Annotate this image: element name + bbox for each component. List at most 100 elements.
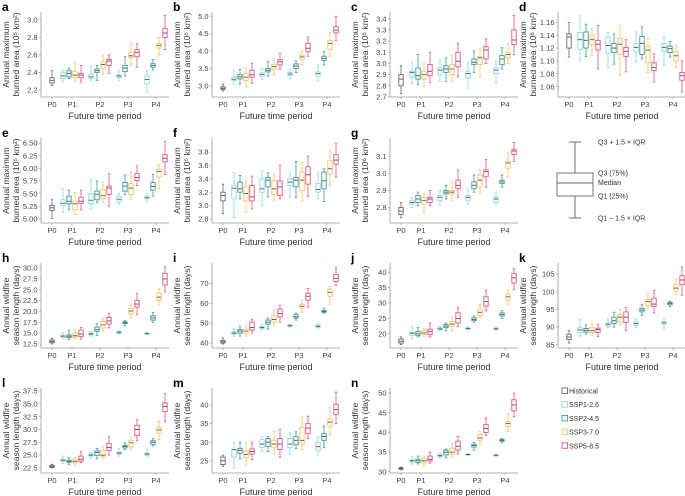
box-ssp245-P2 bbox=[265, 436, 271, 452]
iqr-box bbox=[333, 273, 339, 282]
legend-item-ssp585: SSP5-8.5 bbox=[561, 442, 599, 450]
y-axis-label: burned area (10⁵ km²) bbox=[182, 12, 192, 96]
iqr-box bbox=[134, 172, 140, 181]
box-ssp370-P2 bbox=[271, 58, 277, 76]
iqr-box bbox=[287, 438, 293, 449]
x-tick-label: P3 bbox=[294, 476, 303, 485]
x-axis-label: Future time period bbox=[417, 237, 490, 247]
y-tick-label: 4.5 bbox=[198, 29, 208, 38]
iqr-box bbox=[134, 424, 140, 437]
x-axis-label: Future time period bbox=[239, 237, 312, 247]
iqr-box bbox=[455, 312, 461, 324]
x-axis-label: Future time period bbox=[239, 487, 312, 496]
box-ssp585-P2 bbox=[623, 307, 629, 332]
y-tick-label: 37.5 bbox=[23, 387, 38, 396]
box-ssp585-P3 bbox=[483, 417, 489, 437]
y-tick-label: 35 bbox=[378, 448, 386, 457]
iqr-box bbox=[106, 185, 112, 196]
iqr-box bbox=[94, 450, 100, 457]
x-tick-label: P3 bbox=[472, 226, 481, 235]
iqr-box bbox=[122, 182, 128, 192]
box-ssp585-P2 bbox=[277, 428, 283, 458]
x-tick-label: P3 bbox=[123, 226, 132, 235]
box-ssp245-P1 bbox=[237, 441, 243, 460]
y-tick-label: 15.0 bbox=[23, 329, 38, 338]
panel-letter: g bbox=[351, 126, 358, 140]
y-tick-label: 30 bbox=[378, 467, 386, 476]
y-axis-label: burned area (10⁵ km²) bbox=[360, 12, 370, 96]
box-ssp585-P2 bbox=[106, 54, 112, 74]
key-label-lower: Q1 – 1.5 × IQR bbox=[598, 216, 645, 223]
x-tick-label: P0 bbox=[396, 351, 405, 360]
iqr-box bbox=[505, 160, 511, 169]
x-tick-label: P4 bbox=[668, 351, 677, 360]
y-tick-label: 3.0 bbox=[376, 169, 386, 178]
box-ssp585-P3 bbox=[134, 165, 140, 186]
y-tick-label: 5.0 bbox=[198, 12, 208, 21]
box-ssp585-P4 bbox=[679, 266, 685, 296]
box-ssp370-P4 bbox=[505, 289, 511, 305]
x-axis-label: Future time period bbox=[417, 487, 490, 496]
panel-f: f 2.8 3.0 3.2 3.4 3.6 3.8 P0 P1 P2 P3 P4 Future time… bbox=[172, 126, 340, 247]
box-ssp585-P2 bbox=[106, 173, 112, 207]
y-tick-label: 3.0 bbox=[198, 81, 208, 90]
x-tick-label: P0 bbox=[218, 100, 227, 109]
box-ssp245-P3 bbox=[293, 431, 299, 449]
y-axis-label: Annual wildfire bbox=[350, 277, 360, 333]
iqr-box bbox=[60, 199, 66, 206]
box-historical-P0 bbox=[398, 336, 404, 346]
box-ssp585-P3 bbox=[134, 292, 140, 316]
iqr-box bbox=[427, 455, 433, 462]
x-tick-label: P2 bbox=[444, 476, 453, 485]
iqr-box bbox=[305, 166, 311, 185]
box-ssp126-P2 bbox=[605, 32, 611, 69]
x-tick-label: P4 bbox=[151, 351, 160, 360]
panel-g: g 2.8 2.9 3.0 3.1 P0 P1 P2 P3 P4 Future time perio… bbox=[350, 126, 518, 247]
legend-label: SSP5-8.5 bbox=[569, 443, 599, 450]
box-ssp585-P2 bbox=[106, 313, 112, 329]
box-ssp126-P1 bbox=[231, 172, 237, 219]
box-historical-P0 bbox=[398, 466, 404, 471]
panel-k: k 85 90 95 100 105 P0 P1 P2 P3 P4 Future time perio… bbox=[518, 251, 685, 372]
box-ssp245-P4 bbox=[321, 425, 327, 449]
y-tick-label: 3.3 bbox=[376, 25, 386, 34]
box-ssp585-P2 bbox=[277, 165, 283, 200]
x-tick-label: P1 bbox=[67, 226, 76, 235]
y-tick-label: 2.8 bbox=[376, 81, 386, 90]
box-ssp585-P3 bbox=[134, 419, 140, 442]
iqr-box bbox=[566, 33, 572, 49]
y-tick-label: 3.5 bbox=[198, 64, 208, 73]
y-tick-label: 25 bbox=[378, 314, 386, 323]
iqr-box bbox=[78, 455, 84, 462]
box-ssp126-P1 bbox=[231, 328, 237, 337]
box-ssp126-P4 bbox=[315, 64, 321, 82]
box-ssp245-P1 bbox=[583, 324, 589, 335]
x-tick-label: P3 bbox=[640, 100, 649, 109]
y-axis-label: season length (days) bbox=[360, 390, 370, 470]
box-ssp245-P4 bbox=[499, 310, 505, 319]
box-ssp126-P3 bbox=[116, 330, 122, 335]
iqr-box bbox=[231, 185, 237, 200]
legend-item-ssp370: SSP3-7.0 bbox=[561, 428, 599, 437]
x-tick-label: P2 bbox=[95, 226, 104, 235]
box-ssp126-P3 bbox=[116, 70, 122, 81]
y-axis-label: season length (days) bbox=[11, 390, 21, 470]
y-tick-label: 30.0 bbox=[23, 425, 38, 434]
box-ssp370-P3 bbox=[128, 171, 134, 200]
box-ssp245-P3 bbox=[293, 161, 299, 198]
y-tick-label: 2.4 bbox=[27, 68, 37, 77]
box-ssp245-P2 bbox=[94, 180, 100, 204]
box-ssp245-P3 bbox=[639, 304, 645, 316]
box-ssp585-P1 bbox=[595, 25, 601, 70]
iqr-box bbox=[78, 329, 84, 338]
x-tick-label: P2 bbox=[444, 100, 453, 109]
y-axis-label: season length (days) bbox=[11, 265, 21, 345]
box-ssp585-P1 bbox=[78, 451, 84, 464]
box-ssp370-P2 bbox=[100, 182, 106, 204]
box-ssp126-P4 bbox=[144, 449, 150, 457]
y-axis-label: season length (days) bbox=[182, 265, 192, 345]
iqr-box bbox=[88, 193, 94, 205]
iqr-box bbox=[465, 70, 471, 79]
x-axis-label: Future time period bbox=[68, 237, 141, 247]
x-tick-label: P4 bbox=[151, 476, 160, 485]
